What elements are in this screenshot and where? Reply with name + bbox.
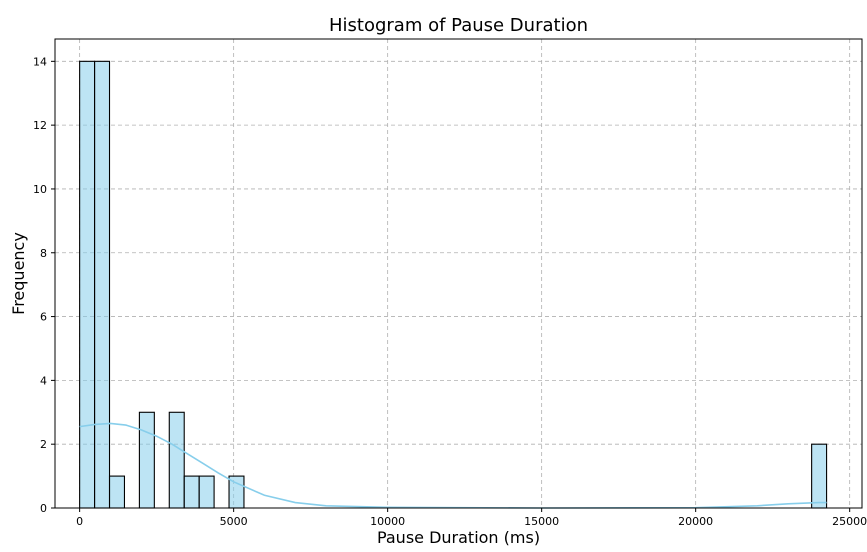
histogram-bar — [183, 475, 200, 509]
x-tick-label: 15000 — [524, 515, 559, 528]
x-axis-title: Pause Duration (ms) — [377, 528, 540, 547]
x-tick-label: 0 — [76, 515, 83, 528]
y-tick-label: 0 — [40, 502, 47, 515]
histogram-bar — [168, 411, 185, 509]
kde-layer — [79, 422, 827, 509]
plot-frame — [54, 38, 863, 509]
y-tick-layer: 0 2 4 6 8 10 12 14 — [33, 55, 55, 515]
histogram-bar — [198, 475, 215, 509]
x-tick-label: 20000 — [678, 515, 713, 528]
chart-title: Histogram of Pause Duration — [329, 15, 588, 36]
y-tick-label: 12 — [33, 119, 47, 132]
y-tick-label: 10 — [33, 183, 47, 196]
histogram-bar — [108, 475, 126, 509]
histogram-bar — [138, 411, 155, 509]
histogram-bar — [79, 60, 96, 509]
x-tick-label: 10000 — [370, 515, 405, 528]
y-tick-label: 6 — [40, 311, 47, 324]
x-tick-label: 25000 — [832, 515, 867, 528]
x-tick-layer: 0 5000 10000 15000 20000 25000 — [76, 508, 867, 528]
y-tick-label: 8 — [40, 247, 47, 260]
histogram-bar — [811, 443, 828, 509]
kde-curve — [79, 422, 827, 509]
bar-layer — [79, 60, 828, 509]
x-tick-label: 5000 — [220, 515, 248, 528]
histogram-bar — [94, 60, 111, 509]
y-tick-label: 14 — [33, 55, 47, 68]
y-tick-label: 2 — [40, 438, 47, 451]
y-axis-title: Frequency — [9, 232, 28, 315]
y-tick-label: 4 — [40, 374, 47, 387]
